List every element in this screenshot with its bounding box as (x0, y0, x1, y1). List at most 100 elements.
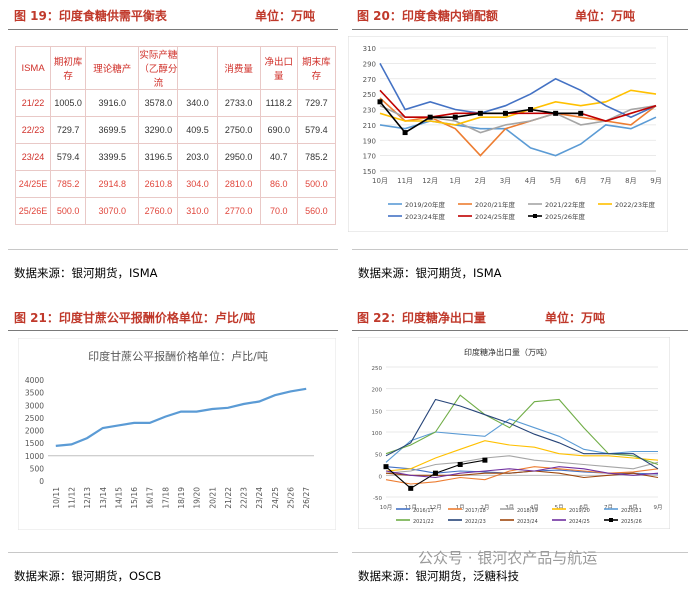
x-tick-label: 22/23 (240, 487, 249, 509)
balance-table-cell: 3399.5 (85, 143, 140, 171)
x-tick-label: 11月 (404, 504, 417, 511)
panel-22-bottom-rule (352, 552, 688, 553)
x-tick-label: 1月 (456, 504, 465, 511)
panel-19-bottom-rule (8, 249, 338, 250)
x-tick-label: 6月 (579, 504, 588, 511)
x-tick-label: 4月 (530, 504, 539, 511)
balance-table-cell: 3916.0 (85, 89, 140, 117)
panel-20-bottom-rule (352, 249, 688, 250)
y-tick-label: 170 (363, 153, 376, 161)
data-point (383, 464, 389, 470)
balance-table-cell: 3070.0 (85, 197, 140, 225)
x-tick-label: 4月 (525, 177, 536, 185)
x-tick-label: 11月 (397, 177, 413, 185)
panel-20-rule (352, 29, 688, 30)
data-point (377, 99, 383, 105)
x-tick-label: 10月 (372, 177, 388, 185)
x-tick-label: 8月 (629, 504, 638, 511)
panel-22-source: 数据来源：银河期货，泛糖科技 (358, 569, 519, 583)
panel-20-title: 图 20：印度食糖内销配额 (357, 9, 498, 23)
balance-table-cell: 560.0 (296, 197, 337, 225)
balance-table-cell: 2770.0 (216, 197, 261, 225)
balance-table-cell: 690.0 (259, 116, 298, 144)
balance-table-cell: 70.0 (259, 197, 298, 225)
x-tick-label: 8月 (625, 177, 636, 185)
net-export-chart: 印度糖净出口量（万吨） -50 0 50 100 150 200 250 10月 11月 12月 1月… (358, 337, 670, 529)
balance-table-header-cell (177, 46, 218, 90)
balance-table-cell: 25/26E (14, 197, 52, 225)
balance-table-cell: 3699.5 (85, 116, 140, 144)
panel-21-bottom-rule (8, 552, 338, 553)
balance-table-cell: 1005.0 (50, 89, 87, 117)
balance-table-cell: 729.7 (296, 89, 337, 117)
panel-21-rule (8, 330, 338, 331)
balance-table-header: ISMA 期初库存 理论糖产 实际产糖（乙醇分流 消费量 净出口量 期末库存 (14, 46, 337, 90)
legend-entry: 2022/23 (465, 519, 486, 525)
x-tick-label: 3月 (505, 504, 514, 511)
y-tick-label: 270 (363, 76, 376, 84)
data-point (408, 485, 414, 491)
balance-table-cell: 785.2 (296, 143, 337, 171)
panel-19-unit: 单位：万吨 (255, 9, 316, 23)
legend-entry: 2024/25年度 (475, 212, 516, 221)
y-tick-label: 1000 (25, 452, 44, 461)
balance-table-cell: 340.0 (177, 89, 218, 117)
balance-table-cell: 3196.5 (138, 143, 179, 171)
data-point (502, 110, 508, 116)
x-tick-label: 5月 (555, 504, 564, 511)
balance-table-cell: 3578.0 (138, 89, 179, 117)
balance-table-cell: 500.0 (50, 197, 87, 225)
series-line-2022-23 (385, 398, 659, 470)
x-tick-label: 9月 (650, 177, 661, 185)
legend-entry: 2024/25 (569, 519, 590, 525)
series-line-2024-25 (385, 466, 659, 479)
series-line-2018-19 (385, 455, 659, 474)
legend-entry: 2016/17 (413, 508, 434, 514)
series-line-2023-24- (379, 63, 657, 119)
data-point (528, 107, 534, 112)
watermark: 公众号 · 银河农产品与航运 (418, 549, 598, 567)
legend-entry: 2019/20年度 (405, 200, 446, 209)
series-line-2019-20 (385, 440, 659, 472)
balance-table-cell: 1118.2 (259, 89, 298, 117)
y-tick-label: 290 (363, 60, 376, 68)
data-point (482, 457, 488, 463)
x-tick-label: 10月 (380, 504, 393, 511)
y-tick-label: 4000 (25, 376, 44, 385)
balance-table-cell: 21/22 (14, 89, 52, 117)
balance-table-row: 21/22 1005.0 3916.0 3578.0 340.0 2733.0 1118.2… (14, 89, 337, 117)
series-line-2019-20- (379, 116, 657, 157)
series-line-series (55, 387, 307, 447)
balance-table-cell: 785.2 (50, 170, 87, 198)
balance-table: ISMA 期初库存 理论糖产 实际产糖（乙醇分流 消费量 净出口量 期末库存 21/22 10… (14, 46, 337, 225)
series-line-2017-18 (385, 466, 659, 485)
y-tick-label: 500 (30, 464, 45, 473)
balance-table-row: 22/23 729.7 3699.5 3290.0 409.5 2750.0 690.0 57… (14, 116, 337, 144)
x-tick-label: 26/27 (302, 487, 311, 509)
y-tick-label: 250 (363, 91, 376, 99)
panel-22-title: 图 22：印度糖净出口量 (357, 311, 486, 325)
y-tick-label: 200 (372, 388, 383, 394)
x-tick-label: 16/17 (146, 487, 155, 509)
y-tick-label: 3500 (25, 389, 44, 398)
x-tick-label: 14/15 (114, 487, 123, 509)
series-line-2024-25- (379, 89, 657, 122)
balance-table-cell: 2610.8 (138, 170, 179, 198)
y-tick-label: 0 (39, 477, 44, 486)
y-tick-label: 3000 (25, 401, 44, 410)
balance-table-header-cell: 实际产糖（乙醇分流 (138, 46, 179, 90)
x-tick-label: 24/25 (271, 487, 280, 509)
balance-table-cell: 579.4 (296, 116, 337, 144)
chart-area (18, 338, 336, 530)
x-tick-label: 17/18 (161, 487, 170, 509)
y-tick-label: 190 (363, 137, 376, 145)
balance-table-cell: 310.0 (177, 197, 218, 225)
balance-table-cell: 579.4 (50, 143, 87, 171)
y-tick-label: 100 (372, 431, 383, 437)
x-tick-label: 12月 (429, 504, 442, 511)
data-point (427, 114, 433, 120)
panel-19-title: 图 19：印度食糖供需平衡表 (14, 9, 167, 23)
y-tick-label: 150 (372, 409, 383, 415)
balance-table-cell: 40.7 (259, 143, 298, 171)
x-tick-label: 2月 (480, 504, 489, 511)
